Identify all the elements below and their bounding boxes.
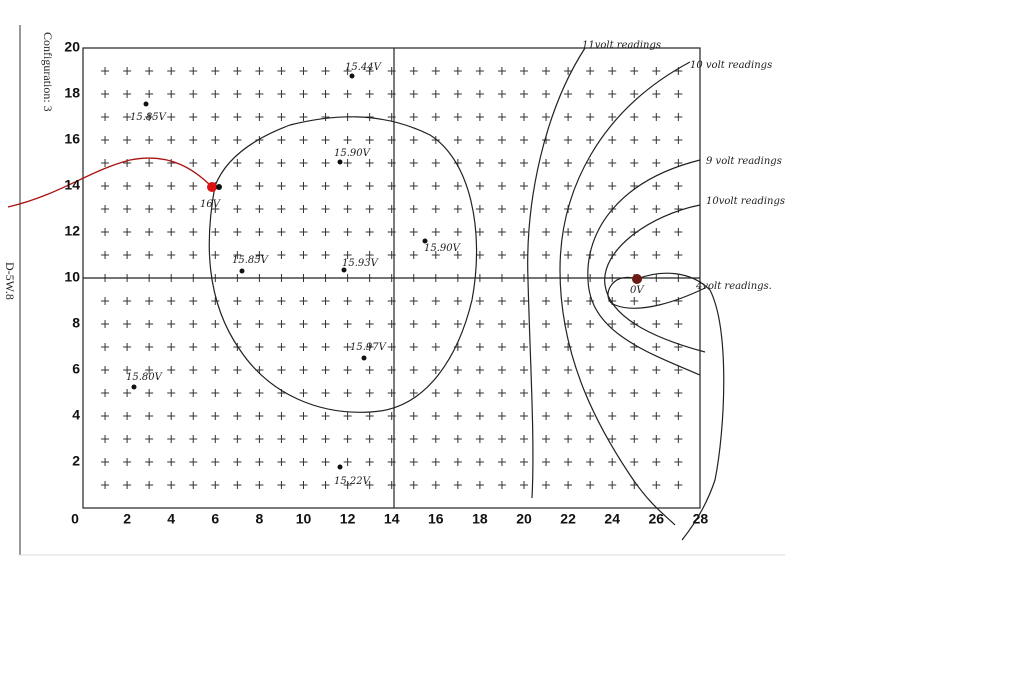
x-tick-label: 16 (428, 511, 444, 527)
reading-label: 15.22V (334, 476, 372, 487)
reading-point (239, 268, 245, 274)
loop (607, 276, 706, 309)
grid (101, 67, 683, 489)
reading-label: 15.90V (424, 243, 462, 254)
x-tick-label: 8 (256, 511, 264, 527)
x-tick-label: 0 (71, 511, 79, 527)
y-tick-label: 20 (64, 39, 80, 55)
x-tick-label: 26 (649, 511, 665, 527)
reading-label: 15.90V (334, 148, 372, 159)
y-tick-label: 2 (72, 453, 80, 469)
x-tick-label: 22 (560, 511, 576, 527)
zero-electrode (632, 274, 642, 284)
y-tick-label: 4 (72, 407, 80, 423)
reading-label: 16V (200, 199, 222, 210)
reading-label: 15.93V (342, 258, 380, 269)
equipotential-11v (527, 47, 586, 499)
x-tick-label: 12 (340, 511, 356, 527)
x-tick-label: 4 (167, 511, 175, 527)
curve-label: 10 volt readings (690, 60, 772, 71)
red-curve (7, 157, 213, 208)
electrode (207, 182, 217, 192)
reading-label: 15.44V (345, 62, 383, 73)
reading-label: 0V (630, 285, 645, 296)
reading-label: 15.80V (126, 372, 164, 383)
y-tick-label: 14 (64, 177, 80, 193)
x-tick-label: 28 (693, 511, 709, 527)
y-tick-label: 18 (64, 85, 80, 101)
y-tick-label: 16 (64, 131, 80, 147)
x-tick-label: 14 (384, 511, 400, 527)
reading-point (143, 101, 149, 107)
x-tick-label: 10 (296, 511, 312, 527)
curve-label: 9 volt readings (706, 156, 782, 167)
equipotential-10v-b (604, 204, 706, 353)
point (216, 184, 222, 190)
sheet-code: D-5W.8 (3, 262, 17, 300)
reading-point (361, 355, 367, 361)
curve-label: 11volt readings (582, 40, 661, 51)
equipotential-4v (636, 272, 725, 541)
configuration-label: Configuration: 3 (41, 32, 55, 112)
x-tick-label: 2 (123, 511, 131, 527)
x-tick-label: 18 (472, 511, 488, 527)
reading-label: 15.85V (130, 112, 168, 123)
curve-label: 10volt readings (706, 196, 785, 207)
reading-label: 15.97V (350, 342, 388, 353)
y-tick-label: 10 (64, 269, 80, 285)
reading-point (131, 384, 137, 390)
reading-point (337, 464, 343, 470)
equipotential-16v (208, 116, 478, 413)
x-tick-label: 6 (211, 511, 219, 527)
plus-marks (101, 67, 683, 489)
x-tick-label: 20 (516, 511, 532, 527)
reading-point (422, 238, 428, 244)
paper (20, 25, 785, 555)
y-tick-label: 6 (72, 361, 80, 377)
y-tick-label: 12 (64, 223, 80, 239)
reading-label: 15.85V (232, 255, 270, 266)
curve-label: 4volt readings. (695, 281, 772, 292)
x-tick-label: 24 (604, 511, 620, 527)
equipotential-10v (559, 61, 691, 526)
reading-point (349, 73, 355, 79)
equipotential-9v (587, 159, 701, 376)
reading-point (337, 159, 343, 165)
y-tick-label: 8 (72, 315, 80, 331)
reading-point (341, 267, 347, 273)
